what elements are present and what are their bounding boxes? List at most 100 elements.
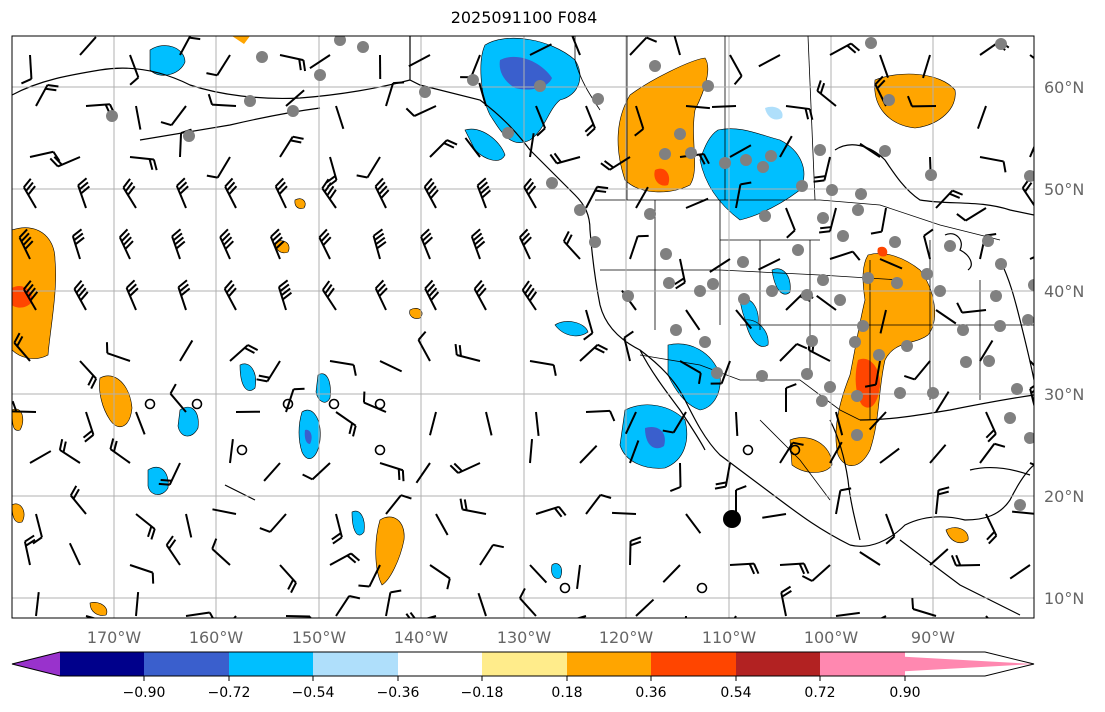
wind-barb-29 — [385, 81, 405, 107]
station-dot-67 — [699, 336, 711, 348]
wind-barb-42 — [1036, 106, 1057, 128]
wind-barb-163 — [785, 383, 797, 413]
wind-barb-224 — [662, 564, 681, 583]
contour-negative-bering — [149, 45, 186, 76]
contour-strong-pac-3 — [304, 429, 312, 444]
wind-barb-26 — [207, 93, 237, 107]
station-dot-16 — [674, 128, 686, 140]
wind-barb-83 — [956, 207, 987, 222]
border-alaska-canada — [574, 36, 601, 111]
station-dot-36 — [792, 244, 804, 256]
coastline-cuba — [969, 466, 1031, 476]
wind-barb-141 — [710, 360, 731, 385]
calm-marker-2 — [191, 398, 203, 410]
wind-barb-229 — [929, 548, 949, 566]
lon-label-150: 150°W — [292, 628, 347, 647]
wind-barb-32 — [535, 105, 547, 137]
wind-barb-173 — [229, 439, 234, 464]
wind-barb-145 — [903, 360, 931, 381]
calm-marker-4 — [328, 398, 340, 410]
lat-label-50: 50°N — [1044, 180, 1084, 199]
wind-barb-217 — [329, 552, 361, 566]
station-dot-44 — [1028, 279, 1034, 291]
station-dot-17 — [685, 147, 697, 159]
wind-barb-111 — [277, 279, 293, 311]
station-dot-30 — [1024, 170, 1034, 182]
station-dot-81 — [1024, 432, 1034, 444]
wind-barb-65 — [77, 177, 91, 209]
wind-barb-136 — [454, 343, 481, 362]
wind-barb-127 — [13, 332, 31, 362]
contour-negative-prairie — [699, 128, 805, 221]
wind-barb-221 — [529, 564, 548, 584]
wind-barb-60 — [859, 142, 881, 158]
wind-barb-117 — [583, 309, 594, 341]
lat-label-60: 60°N — [1044, 78, 1084, 97]
wind-barb-24 — [135, 105, 142, 130]
wind-barb-168 — [1029, 384, 1034, 409]
wind-barb-37 — [785, 105, 814, 120]
calm-marker-5 — [374, 398, 386, 410]
wind-barb-186 — [879, 447, 900, 464]
wind-barb-44 — [49, 156, 81, 168]
wind-barb-233 — [85, 615, 97, 618]
wind-barb-230 — [950, 554, 981, 567]
wind-barb-99 — [709, 258, 731, 273]
station-dot-48 — [891, 277, 903, 289]
wind-barb-182 — [669, 462, 682, 493]
wind-barb-94 — [470, 228, 486, 260]
station-dot-29 — [995, 38, 1007, 50]
station-dot-18 — [719, 157, 731, 169]
border-us-mexico — [639, 354, 861, 421]
wind-barb-80 — [819, 207, 837, 234]
wind-barb-57 — [729, 144, 752, 158]
wind-barb-4 — [179, 36, 203, 56]
wind-barb-155 — [362, 391, 387, 413]
wind-barb-52 — [464, 137, 481, 158]
wind-barb-1 — [21, 54, 33, 85]
station-dot-77 — [960, 356, 972, 368]
coastline-hawaii — [224, 484, 256, 501]
wind-barb-150 — [135, 411, 146, 435]
station-dot-19 — [740, 154, 752, 166]
contour-positive-small-3 — [12, 503, 25, 523]
contour-negative-pac-4 — [315, 373, 331, 403]
station-dot-83 — [851, 429, 863, 441]
wind-barb-199 — [459, 498, 487, 515]
wind-barb-131 — [229, 344, 259, 362]
wind-barb-178 — [449, 462, 481, 474]
wind-barb-139 — [623, 330, 634, 362]
wind-barb-181 — [629, 440, 640, 464]
wind-barb-247 — [780, 585, 792, 617]
station-dot-12 — [419, 86, 431, 98]
station-dot-28 — [865, 37, 877, 49]
contour-negative-bc — [464, 128, 506, 161]
colorbar-outline — [11, 651, 1035, 677]
latitude-labels: 60°N 50°N 40°N 30°N 20°N 10°N — [1044, 78, 1084, 608]
wind-barb-2 — [79, 36, 97, 56]
contour-positive-hudson — [874, 73, 956, 129]
wind-barb-128 — [79, 360, 98, 389]
wind-barb-133 — [329, 360, 357, 376]
wind-barb-35 — [685, 105, 710, 110]
wind-barb-124 — [935, 309, 957, 325]
station-dot-35 — [737, 256, 749, 268]
colorbar-label-3: −0.54 — [292, 685, 335, 701]
wind-barb-16 — [758, 54, 781, 68]
wind-barb-170 — [58, 438, 81, 464]
wind-barb-6 — [279, 54, 307, 72]
station-dot-27 — [883, 94, 895, 106]
station-dot-13 — [592, 93, 604, 105]
station-dot-72 — [824, 381, 836, 393]
lon-label-140: 140°W — [394, 628, 449, 647]
wind-barb-30 — [405, 105, 437, 117]
wind-barb-185 — [829, 441, 843, 464]
wind-barb-66 — [122, 178, 137, 209]
wind-barb-232 — [35, 592, 40, 617]
contour-positive-small-4 — [89, 602, 108, 616]
coastline-greatlakes — [944, 233, 972, 271]
map-title: 2025091100 F084 — [450, 8, 598, 27]
wind-barb-31 — [478, 82, 487, 107]
station-dot-59 — [857, 320, 869, 332]
wind-barb-119 — [685, 309, 701, 331]
